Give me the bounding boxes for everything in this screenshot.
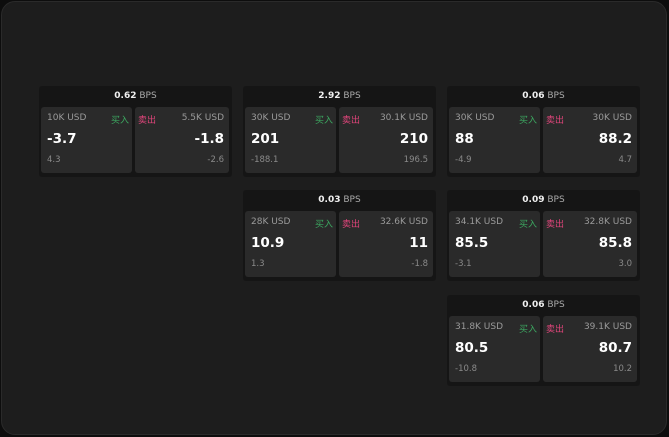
spread-unit: BPS: [547, 91, 565, 101]
buy-price: 88: [455, 131, 474, 147]
buy-change: -4.9: [455, 155, 472, 165]
buy-quantity: 28K USD: [251, 217, 291, 227]
sell-price: 210: [399, 131, 428, 147]
buy-label: 买入: [518, 220, 537, 230]
sell-change: -1.8: [411, 259, 428, 269]
buy-price: 10.9: [251, 235, 285, 251]
sell-button[interactable]: 卖出 5.5K USD -1.8 -2.6: [135, 107, 229, 173]
sell-label: 卖出: [342, 220, 361, 230]
buy-button[interactable]: 30K USD 买入 201 -188.1: [245, 107, 336, 173]
spread-unit: BPS: [547, 195, 565, 205]
buy-price: 85.5: [455, 235, 489, 251]
buy-quantity: 31.8K USD: [455, 322, 504, 332]
sell-quantity: 30K USD: [592, 113, 632, 123]
spread-header: 0.03 BPS: [243, 190, 436, 210]
buy-change: 4.3: [47, 155, 61, 165]
sell-label: 卖出: [138, 116, 157, 126]
sell-label: 卖出: [546, 116, 565, 126]
sell-label: 卖出: [546, 325, 565, 335]
sell-price: 11: [409, 235, 428, 251]
sell-quantity: 32.6K USD: [379, 217, 428, 227]
spread-unit: BPS: [343, 91, 361, 101]
spread-header: 0.06 BPS: [447, 86, 640, 106]
buy-change: 1.3: [251, 259, 265, 269]
buy-quantity: 10K USD: [47, 113, 87, 123]
buy-price: 201: [251, 131, 280, 147]
buy-quantity: 30K USD: [251, 113, 291, 123]
sell-change: 10.2: [613, 364, 632, 374]
spread-header: 2.92 BPS: [243, 86, 436, 106]
buy-change: -3.1: [455, 259, 472, 269]
buy-button[interactable]: 34.1K USD 买入 85.5 -3.1: [449, 211, 540, 277]
sell-change: 4.7: [618, 155, 632, 165]
sell-price: -1.8: [194, 131, 224, 147]
spread-header: 0.09 BPS: [447, 190, 640, 210]
spread-value: 2.92: [318, 91, 341, 101]
sell-quantity: 39.1K USD: [583, 322, 632, 332]
buy-button[interactable]: 30K USD 买入 88 -4.9: [449, 107, 540, 173]
quote-card: 0.06 BPS 30K USD 买入 88 -4.9 卖出 30K USD 8…: [447, 86, 640, 177]
quote-card: 0.09 BPS 34.1K USD 买入 85.5 -3.1 卖出 32.8K…: [447, 190, 640, 281]
quote-card: 0.62 BPS 10K USD 买入 -3.7 4.3 卖出 5.5K USD…: [39, 86, 232, 177]
buy-quantity: 30K USD: [455, 113, 495, 123]
spread-unit: BPS: [139, 91, 157, 101]
buy-button[interactable]: 10K USD 买入 -3.7 4.3: [41, 107, 132, 173]
sell-quantity: 30.1K USD: [379, 113, 428, 123]
buy-button[interactable]: 28K USD 买入 10.9 1.3: [245, 211, 336, 277]
sell-price: 80.7: [598, 340, 632, 356]
sell-button[interactable]: 卖出 32.6K USD 11 -1.8: [339, 211, 433, 277]
sell-quantity: 32.8K USD: [583, 217, 632, 227]
sell-change: 196.5: [403, 155, 428, 165]
sell-button[interactable]: 卖出 30K USD 88.2 4.7: [543, 107, 637, 173]
quote-card: 0.06 BPS 31.8K USD 买入 80.5 -10.8 卖出 39.1…: [447, 295, 640, 386]
spread-value: 0.09: [522, 195, 545, 205]
sell-button[interactable]: 卖出 30.1K USD 210 196.5: [339, 107, 433, 173]
buy-label: 买入: [518, 116, 537, 126]
sell-button[interactable]: 卖出 32.8K USD 85.8 3.0: [543, 211, 637, 277]
sell-label: 卖出: [342, 116, 361, 126]
spread-unit: BPS: [343, 195, 361, 205]
sell-change: -2.6: [207, 155, 224, 165]
spread-value: 0.06: [522, 300, 545, 310]
buy-label: 买入: [314, 116, 333, 126]
spread-value: 0.06: [522, 91, 545, 101]
spread-value: 0.03: [318, 195, 341, 205]
spread-unit: BPS: [547, 300, 565, 310]
buy-label: 买入: [110, 116, 129, 126]
buy-price: -3.7: [47, 131, 77, 147]
buy-button[interactable]: 31.8K USD 买入 80.5 -10.8: [449, 316, 540, 382]
buy-change: -188.1: [251, 155, 279, 165]
spread-header: 0.06 BPS: [447, 295, 640, 315]
sell-label: 卖出: [546, 220, 565, 230]
spread-header: 0.62 BPS: [39, 86, 232, 106]
sell-price: 88.2: [598, 131, 632, 147]
buy-label: 买入: [518, 325, 537, 335]
buy-quantity: 34.1K USD: [455, 217, 504, 227]
quote-card: 0.03 BPS 28K USD 买入 10.9 1.3 卖出 32.6K US…: [243, 190, 436, 281]
sell-change: 3.0: [618, 259, 632, 269]
sell-button[interactable]: 卖出 39.1K USD 80.7 10.2: [543, 316, 637, 382]
buy-label: 买入: [314, 220, 333, 230]
buy-price: 80.5: [455, 340, 489, 356]
quote-card: 2.92 BPS 30K USD 买入 201 -188.1 卖出 30.1K …: [243, 86, 436, 177]
sell-quantity: 5.5K USD: [181, 113, 224, 123]
buy-change: -10.8: [455, 364, 477, 374]
sell-price: 85.8: [598, 235, 632, 251]
spread-value: 0.62: [114, 91, 137, 101]
